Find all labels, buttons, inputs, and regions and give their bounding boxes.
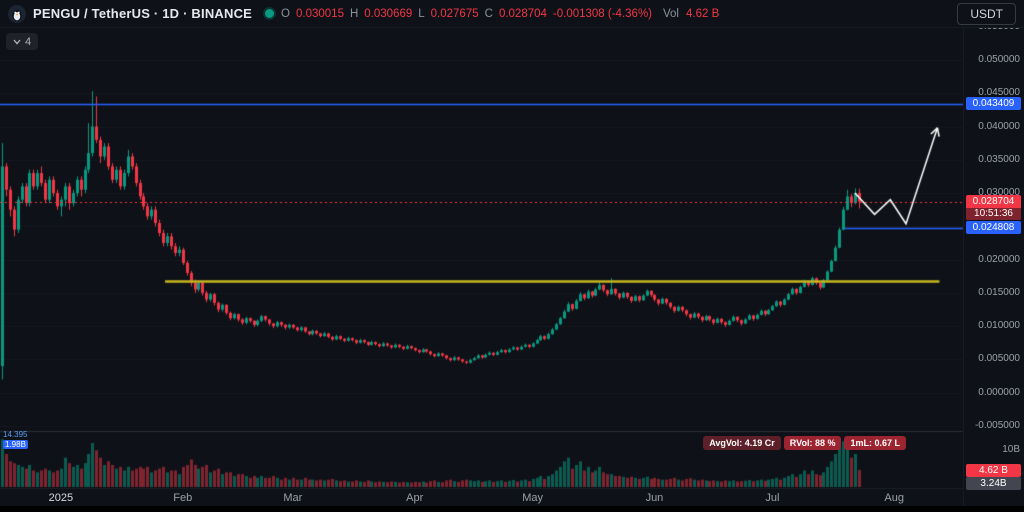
time-axis-label: 2025 bbox=[48, 492, 74, 504]
close-label: C bbox=[484, 7, 493, 20]
legend-collapsed-count: 4 bbox=[25, 35, 32, 48]
symbol-title[interactable]: PENGU / TetherUS · 1D · BINANCE bbox=[33, 6, 253, 21]
price-tick-label: 0.035000 bbox=[978, 153, 1020, 165]
volume-scale-label: 10B bbox=[1002, 444, 1020, 456]
price-tick-label: 0.020000 bbox=[978, 253, 1020, 265]
volume-legend-badge: 1.98B bbox=[3, 440, 28, 449]
price-tick-label: 0.010000 bbox=[978, 320, 1020, 332]
current-price-badge: 0.028704 10:51:36 bbox=[966, 195, 1021, 221]
volume-current-badge: 4.62 B bbox=[966, 463, 1021, 477]
chevron-down-icon bbox=[13, 39, 21, 45]
time-axis-label: Mar bbox=[283, 492, 303, 504]
volume-stats: AvgVol: 4.19 Cr RVol: 88 % 1mL: 0.67 L bbox=[703, 436, 906, 450]
volume-pane-legend: 14.395 1.98B bbox=[3, 430, 28, 449]
price-tick-label: 0.050000 bbox=[978, 53, 1020, 65]
time-axis-label: Jul bbox=[765, 492, 780, 504]
time-axis-label: Feb bbox=[173, 492, 193, 504]
legend-collapse-button[interactable]: 4 bbox=[6, 33, 39, 50]
high-label: H bbox=[349, 7, 359, 20]
market-status-icon bbox=[265, 9, 275, 18]
price-tick-label: 0.015000 bbox=[978, 286, 1020, 298]
open-value: 0.030015 bbox=[296, 7, 344, 20]
currency-toggle-button[interactable]: USDT bbox=[957, 3, 1016, 25]
volume-label: Vol bbox=[663, 7, 679, 20]
price-line-badge: 0.024808 bbox=[966, 221, 1021, 235]
time-axis[interactable]: 2025 Feb Mar Apr May Jun Jul Aug bbox=[0, 488, 963, 507]
time-axis-label: May bbox=[522, 492, 543, 504]
volume-value: 4.62 B bbox=[686, 7, 720, 20]
volume-stat-pill: AvgVol: 4.19 Cr bbox=[703, 436, 781, 450]
price-line-badge: 0.043409 bbox=[966, 97, 1021, 111]
price-tick-label: 0.040000 bbox=[978, 120, 1020, 132]
price-tick-label: 0.000000 bbox=[978, 386, 1020, 398]
price-tick-label: 0.005000 bbox=[978, 353, 1020, 365]
toolbar: PENGU / TetherUS · 1D · BINANCE O 0.03001… bbox=[0, 0, 1024, 28]
window-bottom-strip bbox=[0, 506, 1024, 512]
ohlc-values: O 0.030015 H 0.030669 L 0.027675 C 0.028704 … bbox=[281, 8, 652, 20]
bar-countdown: 10:51:36 bbox=[966, 208, 1021, 221]
time-axis-label: Aug bbox=[884, 492, 904, 504]
price-axis[interactable]: 0.0550000.0500000.0450000.0400000.035000… bbox=[963, 0, 1024, 506]
time-axis-label: Jun bbox=[645, 492, 664, 504]
high-value: 0.030669 bbox=[364, 7, 413, 20]
open-label: O bbox=[281, 7, 290, 20]
close-value: 0.028704 bbox=[498, 7, 547, 20]
price-tick-label: 0.030000 bbox=[978, 187, 1020, 199]
volume-legend-value: 14.395 bbox=[3, 430, 28, 439]
pengu-logo-icon bbox=[8, 4, 26, 23]
low-value: 0.027675 bbox=[430, 7, 479, 20]
volume-stat-pill: RVol: 88 % bbox=[783, 436, 842, 450]
volume-stat-pill: 1mL: 0.67 L bbox=[844, 436, 906, 450]
price-tick-label: -0.005000 bbox=[974, 420, 1020, 431]
change-value: -0.001308 (-4.36%) bbox=[552, 7, 652, 20]
price-tick-label: 0.045000 bbox=[978, 87, 1020, 99]
time-axis-label: Apr bbox=[406, 492, 424, 504]
low-label: L bbox=[418, 7, 425, 20]
volume-ma-badge: 3.24B bbox=[966, 476, 1021, 490]
